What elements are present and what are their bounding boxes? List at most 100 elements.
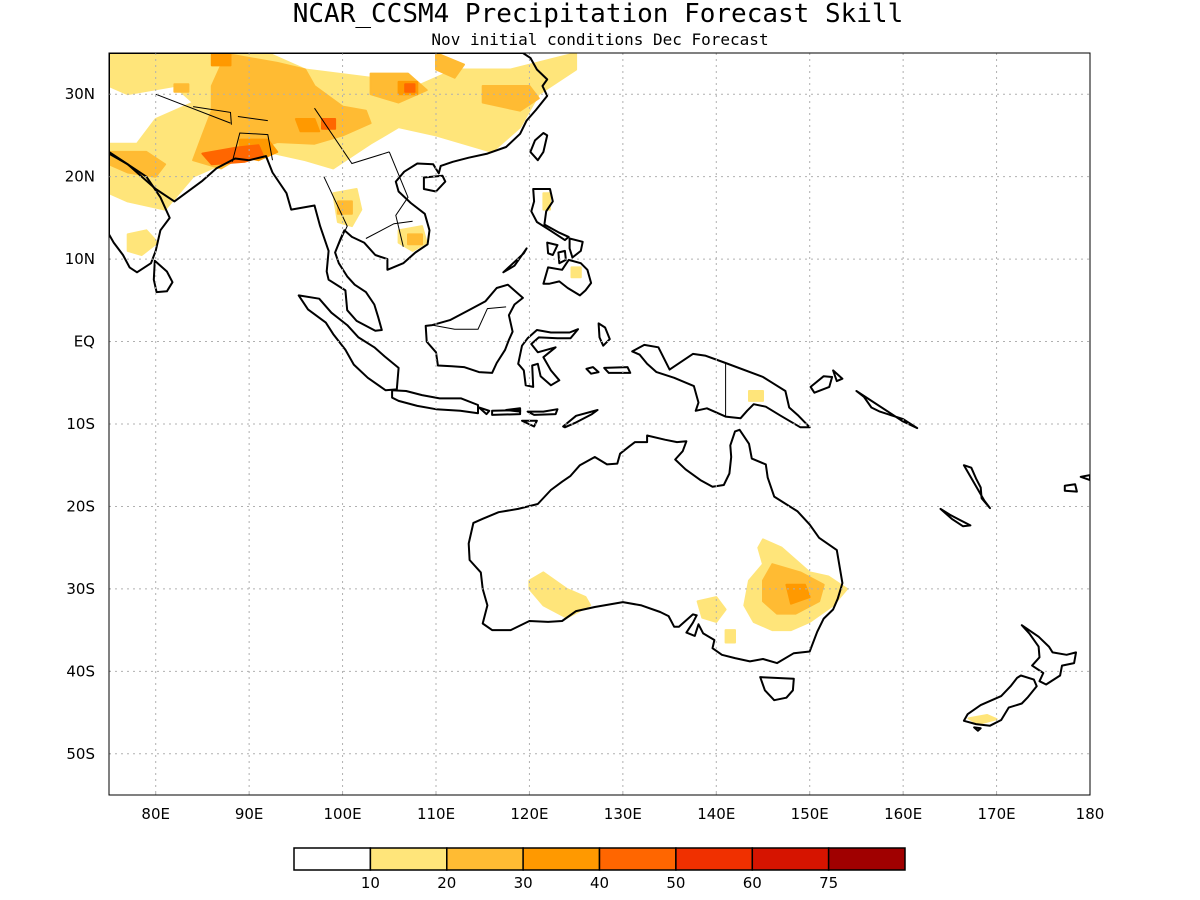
colorbar-label: 50 <box>666 874 685 892</box>
coastline <box>568 237 584 259</box>
country-border <box>155 93 231 124</box>
coastline <box>855 390 919 430</box>
skill-shade-level-1 <box>126 229 159 256</box>
skill-shading-layer <box>109 53 998 726</box>
lat-tick-label: 20S <box>66 497 95 515</box>
coastline <box>502 247 528 274</box>
coastline <box>297 294 400 392</box>
longitude-tick-labels: 80E 90E 100E 110E 120E 130E 140E 150E 160E 170E 18… <box>141 805 1104 823</box>
lon-tick-label: 140E <box>697 805 735 823</box>
lat-tick-label: 50S <box>66 745 95 763</box>
lat-tick-label: 30N <box>65 85 95 103</box>
country-border <box>323 176 348 253</box>
lon-tick-label: 90E <box>235 805 264 823</box>
skill-shade-level-2 <box>173 83 190 93</box>
map-title: NCAR_CCSM4 Precipitation Forecast Skill <box>293 0 903 29</box>
colorbar-swatch <box>751 847 830 871</box>
country-border <box>231 132 273 162</box>
coastline <box>517 328 579 388</box>
coastline-layer <box>109 53 1090 732</box>
coastline <box>109 53 549 332</box>
coastline <box>505 407 522 413</box>
country-border <box>314 107 390 165</box>
coastline <box>557 249 567 265</box>
colorbar-label: 10 <box>361 874 380 892</box>
lon-tick-label: 110E <box>417 805 455 823</box>
lon-tick-label: 80E <box>141 805 170 823</box>
skill-shade-level-1 <box>528 571 592 619</box>
lon-tick-label: 150E <box>791 805 829 823</box>
colorbar-label: 75 <box>819 874 838 892</box>
coastline <box>467 428 844 665</box>
map-plot-area <box>109 53 1090 732</box>
skill-shade-level-1 <box>570 266 582 279</box>
country-border <box>432 306 507 330</box>
colorbar-swatch <box>675 847 754 871</box>
coastline <box>1020 624 1077 686</box>
skill-shade-level-2 <box>481 85 540 112</box>
skill-shade-level-3 <box>785 583 811 605</box>
country-border <box>388 151 409 247</box>
skill-shade-level-2 <box>109 150 167 178</box>
coastline <box>109 152 171 274</box>
skill-shade-level-1 <box>748 390 764 402</box>
country-border <box>365 220 413 239</box>
lon-tick-label: 180 <box>1076 805 1105 823</box>
coastline <box>1063 483 1078 493</box>
lon-tick-label: 120E <box>510 805 548 823</box>
colorbar-swatch <box>293 847 372 871</box>
colorbar-swatch <box>598 847 677 871</box>
lat-tick-label: 30S <box>66 580 95 598</box>
skill-shade-level-3 <box>294 118 321 133</box>
skill-shade-level-2 <box>407 233 423 246</box>
coastline <box>832 369 844 383</box>
colorbar-labels: 10 20 30 40 50 60 75 <box>361 874 838 892</box>
map-subtitle: Nov initial conditions Dec Forecast <box>431 30 768 49</box>
map-frame <box>108 52 1091 796</box>
skill-shade-level-4 <box>321 118 337 130</box>
colorbar-label: 20 <box>437 874 456 892</box>
colorbar-label: 40 <box>590 874 609 892</box>
skill-shade-level-2 <box>336 200 353 215</box>
skill-shade-level-1 <box>724 629 736 644</box>
lon-tick-label: 170E <box>978 805 1016 823</box>
lon-tick-label: 160E <box>884 805 922 823</box>
skill-shade-level-1 <box>696 596 727 623</box>
coastline <box>478 406 491 416</box>
colorbar-swatch <box>446 847 524 871</box>
coastline <box>526 408 559 416</box>
coastline <box>962 674 1038 727</box>
coastline <box>631 343 811 429</box>
coastline <box>562 409 599 429</box>
lat-tick-label: EQ <box>74 333 95 351</box>
lat-tick-label: 10S <box>66 415 95 433</box>
coastline <box>962 464 991 510</box>
coastline <box>973 726 982 732</box>
colorbar-label: 60 <box>743 874 762 892</box>
lat-tick-label: 10N <box>65 250 95 268</box>
colorbar-swatch <box>369 847 448 871</box>
colorbar-label: 30 <box>514 874 533 892</box>
colorbar <box>293 847 906 871</box>
colorbar-swatch <box>827 847 906 871</box>
lon-tick-label: 130E <box>604 805 642 823</box>
coastline <box>603 366 632 374</box>
coastline <box>529 132 549 162</box>
coastline <box>809 375 834 394</box>
latitude-tick-labels: 30N 20N 10N EQ 10S 20S 30S 40S 50S <box>65 85 95 763</box>
country-border-layer <box>155 93 727 417</box>
coastline <box>542 258 593 297</box>
coastline <box>1079 474 1090 482</box>
coastline <box>939 507 972 528</box>
lat-tick-label: 40S <box>66 662 95 680</box>
coastline <box>597 322 611 347</box>
country-border <box>193 106 232 125</box>
colorbar-swatch <box>522 847 601 871</box>
coastline <box>585 366 600 375</box>
country-border <box>237 116 268 122</box>
coastline <box>422 174 447 193</box>
coastline <box>391 389 479 415</box>
skill-shade-level-3 <box>210 53 232 67</box>
skill-shade-level-2 <box>435 53 465 79</box>
